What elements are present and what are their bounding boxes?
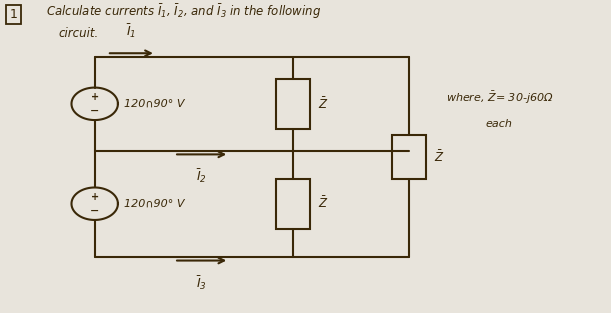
Text: $\mathregular{\bar{Z}}$: $\mathregular{\bar{Z}}$ xyxy=(318,96,328,111)
Bar xyxy=(276,79,310,129)
Text: −: − xyxy=(90,206,100,216)
Bar xyxy=(276,179,310,229)
Text: +: + xyxy=(90,192,99,202)
Text: 120∩90° V: 120∩90° V xyxy=(124,199,185,209)
Text: $\mathregular{\bar{Z}}$: $\mathregular{\bar{Z}}$ xyxy=(434,149,444,165)
Text: 1: 1 xyxy=(10,8,17,21)
Text: Calculate currents $\mathregular{\bar{I}_1}$, $\mathregular{\bar{I}_2}$, and $\m: Calculate currents $\mathregular{\bar{I}… xyxy=(46,3,321,21)
Text: $\mathregular{\bar{Z}}$: $\mathregular{\bar{Z}}$ xyxy=(318,196,328,212)
Bar xyxy=(392,135,426,179)
Text: +: + xyxy=(90,92,99,102)
Text: circuit.: circuit. xyxy=(58,27,98,40)
Text: where, $\mathregular{\bar{Z}}$= 30-j60Ω: where, $\mathregular{\bar{Z}}$= 30-j60Ω xyxy=(446,90,554,106)
Text: $\mathregular{\bar{I}_3}$: $\mathregular{\bar{I}_3}$ xyxy=(196,274,207,292)
Text: $\mathregular{\bar{I}_1}$: $\mathregular{\bar{I}_1}$ xyxy=(126,22,136,40)
Text: each: each xyxy=(486,119,513,129)
Text: −: − xyxy=(90,106,100,116)
Text: $\mathregular{\bar{I}_2}$: $\mathregular{\bar{I}_2}$ xyxy=(196,168,207,185)
Text: 120∩90° V: 120∩90° V xyxy=(124,99,185,109)
